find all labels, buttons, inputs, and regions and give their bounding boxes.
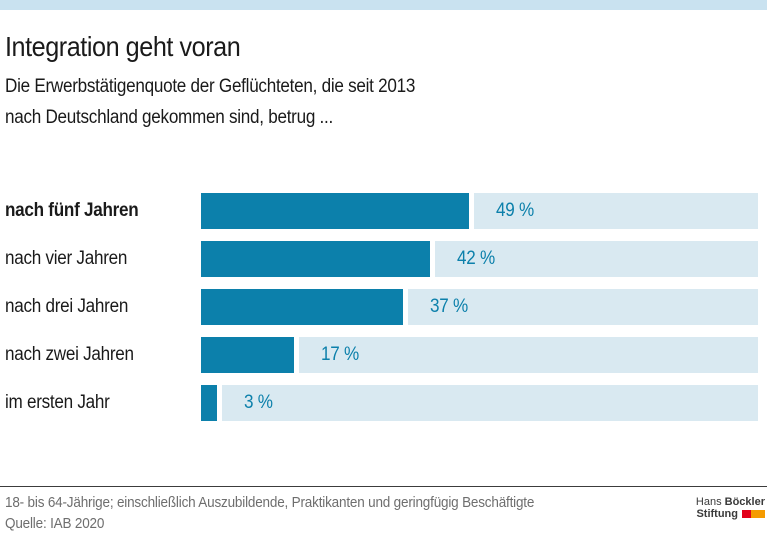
value-label: 49 % bbox=[495, 200, 534, 221]
chart-row: im ersten Jahr 3 % bbox=[0, 385, 767, 421]
subtitle-line-2: nach Deutschland gekommen sind, betrug .… bbox=[5, 107, 334, 128]
category-label: nach zwei Jahren bbox=[5, 344, 134, 365]
logo-flag-red-segment bbox=[742, 510, 751, 518]
footer-divider bbox=[0, 486, 767, 487]
hans-boeckler-stiftung-logo: Hans Böckler Stiftung bbox=[696, 496, 765, 520]
bar-fill bbox=[201, 385, 223, 421]
logo-flag-icon bbox=[742, 510, 765, 518]
bar-chart: nach fünf Jahren 49 % nach vier Jahren 42 %… bbox=[0, 193, 767, 433]
bar-fill bbox=[201, 337, 299, 373]
bar-track: 49 % bbox=[201, 193, 758, 229]
value-label: 3 % bbox=[244, 392, 274, 413]
bar-fill bbox=[201, 241, 436, 277]
logo-boeckler: Böckler bbox=[724, 496, 765, 508]
logo-line-1: Hans Böckler bbox=[696, 496, 765, 508]
bar-track: 17 % bbox=[201, 337, 758, 373]
bar-fill bbox=[201, 193, 474, 229]
chart-row: nach drei Jahren 37 % bbox=[0, 289, 767, 325]
chart-row: nach zwei Jahren 17 % bbox=[0, 337, 767, 373]
value-label: 42 % bbox=[457, 248, 496, 269]
top-accent-bar bbox=[0, 0, 767, 10]
value-label: 37 % bbox=[430, 296, 468, 317]
chart-row: nach vier Jahren 42 % bbox=[0, 241, 767, 277]
bar-track: 42 % bbox=[201, 241, 758, 277]
bar-track: 3 % bbox=[201, 385, 758, 421]
logo-flag-orange-segment bbox=[751, 510, 765, 518]
category-label: nach fünf Jahren bbox=[5, 200, 139, 221]
page-title: Integration geht voran bbox=[5, 31, 241, 62]
page-subtitle: Die Erwerbstätigenquote der Geflüchteten… bbox=[5, 71, 461, 133]
category-label: nach vier Jahren bbox=[5, 248, 128, 269]
bar-fill bbox=[201, 289, 409, 325]
bar-track: 37 % bbox=[201, 289, 758, 325]
logo-stiftung: Stiftung bbox=[696, 508, 738, 520]
logo-line-2: Stiftung bbox=[696, 508, 765, 520]
source-label: Quelle: IAB 2020 bbox=[5, 515, 105, 532]
subtitle-line-1: Die Erwerbstätigenquote der Geflüchteten… bbox=[5, 76, 416, 97]
chart-row: nach fünf Jahren 49 % bbox=[0, 193, 767, 229]
footnote: 18- bis 64-Jährige; einschließlich Auszu… bbox=[5, 494, 535, 511]
category-label: nach drei Jahren bbox=[5, 296, 129, 317]
category-label: im ersten Jahr bbox=[5, 392, 110, 413]
value-label: 17 % bbox=[320, 344, 359, 365]
logo-hans: Hans bbox=[695, 496, 725, 508]
